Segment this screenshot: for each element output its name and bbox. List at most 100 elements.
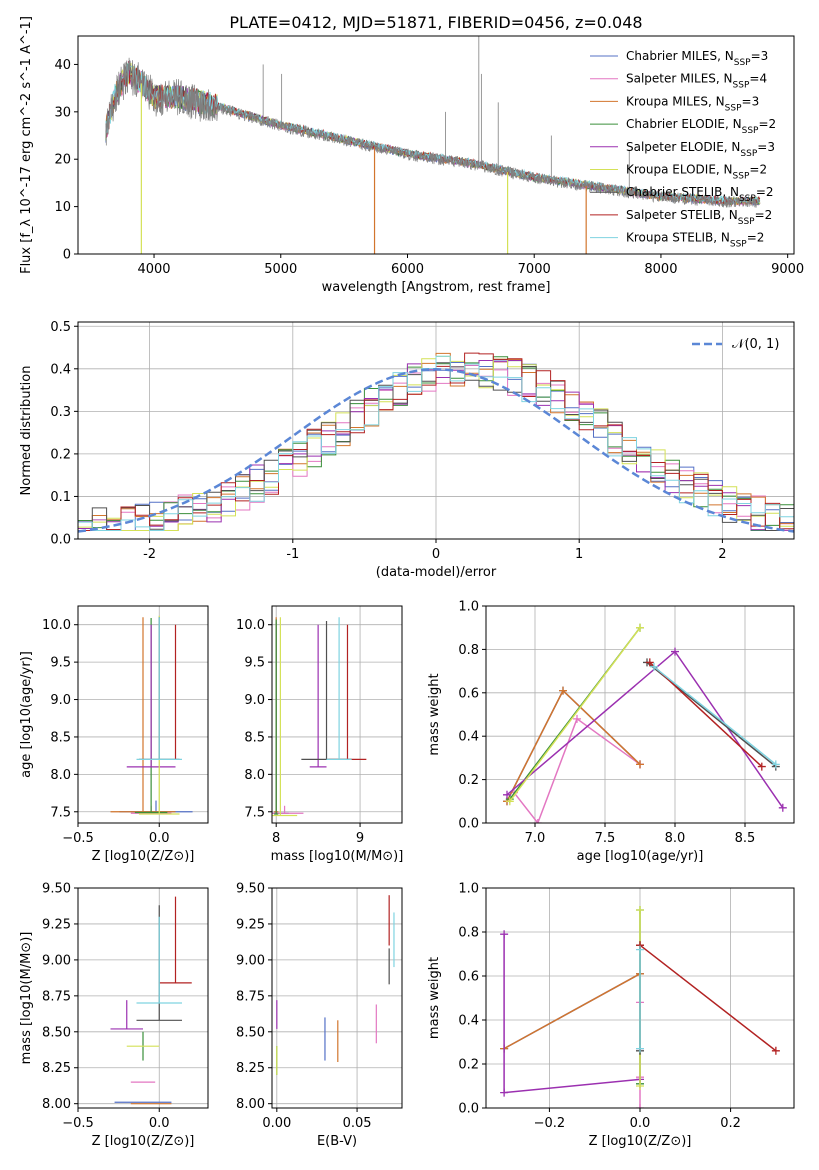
y-axis-label: mass weight: [427, 957, 442, 1039]
x-tick-label: −0.5: [62, 831, 94, 846]
mass-weight-marker: [505, 797, 514, 806]
y-tick-label: 9.50: [236, 882, 265, 897]
y-tick-label: 0.0: [458, 817, 479, 832]
y-tick-label: 0.4: [50, 362, 71, 377]
x-tick-label: 8.5: [735, 831, 756, 846]
y-tick-label: 0: [63, 248, 71, 263]
mass-weight-marker: [671, 647, 679, 656]
mass-weight-line: [503, 934, 641, 1094]
plot-area: [105, 36, 761, 254]
y-tick-label: 9.5: [50, 656, 71, 671]
x-tick-label: 6000: [391, 262, 424, 277]
x-axis-label: (data-model)/error: [376, 565, 497, 580]
legend-label: Kroupa ELODIE, NSSP=2: [626, 163, 767, 182]
gaussian-legend-label: 𝒩(0, 1): [732, 337, 779, 352]
residual-histogram: [78, 355, 794, 531]
x-tick-label: 8.0: [665, 831, 686, 846]
mass-weight-marker: [650, 662, 658, 671]
panel-residuals: -2 -1 0 1 2 0.0 0.1 0.2 0.3 0.4 0.5 (data-model)/er…: [19, 320, 795, 580]
y-tick-label: 9.50: [42, 882, 71, 897]
plot-area: [503, 623, 787, 823]
plot-area: [500, 906, 780, 1108]
mass-weight-marker: [636, 945, 644, 954]
y-tick-label: 0.0: [50, 533, 71, 548]
y-tick-label: 8.75: [42, 989, 71, 1004]
x-tick-label: -2: [143, 547, 156, 562]
spectrum-legend: Chabrier MILES, NSSP=3 Salpeter MILES, NS…: [590, 49, 776, 250]
grid: [272, 887, 402, 1108]
panel-spectrum: 4000 5000 6000 7000 8000 9000 0 10 20 30 40 wavelen…: [19, 16, 804, 295]
mass-weight-line: [506, 650, 784, 809]
plot-layer: 4000 5000 6000 7000 8000 9000010203040wavelen…: [19, 16, 804, 1149]
mass-weight-marker: [778, 803, 787, 812]
x-tick-label: 0.05: [343, 1116, 372, 1131]
mass-weight-marker: [771, 1046, 780, 1055]
x-tick-label: 1: [575, 547, 583, 562]
x-tick-label: 0.0: [630, 1116, 651, 1131]
x-tick-label: 8000: [644, 262, 677, 277]
x-tick-label: 0.0: [149, 831, 170, 846]
mass-weight-marker: [636, 1082, 644, 1090]
x-tick-label: 8: [272, 831, 280, 846]
y-axis-label: mass [log10(M/M⊙)]: [19, 932, 34, 1065]
panel-mass-vs-ebv: 0.00 0.05 8.00 8.25 8.50 8.75 9.00 9.25 9.50 E(B-…: [236, 882, 403, 1149]
grid: [486, 605, 794, 824]
axes-frame: [77, 35, 795, 255]
x-axis-label: wavelength [Angstrom, rest frame]: [322, 280, 551, 295]
x-axis-label: E(B-V): [317, 1134, 357, 1149]
mass-weight-marker: [500, 1088, 509, 1097]
y-tick-label: 8.5: [50, 730, 71, 745]
mass-weight-marker: [533, 819, 542, 823]
y-tick-label: 8.75: [236, 989, 265, 1004]
mass-weight-marker: [771, 760, 780, 769]
x-tick-label: 5000: [264, 262, 297, 277]
legend-label: Salpeter MILES, NSSP=4: [626, 72, 767, 91]
x-axis-label: Z [log10(Z/Z⊙)]: [589, 1134, 692, 1149]
plot-area: [110, 896, 192, 1105]
gaussian-curve: [78, 368, 794, 533]
y-tick-label: 10.0: [236, 618, 265, 633]
y-tick-label: 0.8: [458, 643, 479, 658]
y-tick-label: 0.1: [50, 490, 71, 505]
y-tick-label: 20: [54, 153, 71, 168]
mass-weight-line: [509, 627, 641, 802]
y-tick-label: 0.0: [458, 1102, 479, 1117]
y-axis-label: Normed distribution: [19, 366, 34, 496]
mass-weight-line: [513, 717, 641, 823]
x-tick-label: 7.0: [525, 831, 546, 846]
legend-label: Kroupa STELIB, NSSP=2: [626, 231, 764, 250]
legend-label: Salpeter ELODIE, NSSP=3: [626, 140, 775, 159]
y-tick-label: 0.4: [458, 1014, 479, 1029]
mass-weight-line: [639, 944, 777, 1052]
x-axis-label: mass [log10(M/M⊙)]: [271, 849, 404, 864]
grid: [77, 887, 208, 1108]
x-axis-label: Z [log10(Z/Z⊙)]: [92, 1134, 195, 1149]
y-tick-label: 0.5: [50, 320, 71, 335]
y-tick-label: 1.0: [458, 600, 479, 615]
mass-weight-marker: [636, 1044, 644, 1053]
mass-weight-marker: [503, 790, 511, 799]
y-tick-label: 0.2: [50, 447, 71, 462]
mass-weight-marker: [636, 760, 644, 769]
y-tick-label: 8.00: [236, 1097, 265, 1112]
y-tick-label: 1.0: [458, 882, 479, 897]
y-tick-label: 9.5: [244, 656, 265, 671]
observed-spectrum-line: [105, 57, 761, 208]
mass-weight-line: [653, 666, 777, 765]
y-tick-label: 0.3: [50, 405, 71, 420]
x-tick-label: −0.2: [534, 1116, 566, 1131]
panel-age-vs-Z: −0.5 0.0 7.5 8.0 8.5 9.0 9.5 10.0 Z [log10(Z/Z⊙)…: [19, 605, 209, 864]
axes-frame: [77, 605, 209, 824]
x-tick-label: -1: [286, 547, 299, 562]
y-tick-label: 40: [54, 58, 71, 73]
panel-age-vs-mass: 8 9 7.5 8.0 8.5 9.0 9.5 10.0 mass [log10(M/M⊙)]: [236, 605, 404, 864]
mass-weight-line: [506, 689, 641, 802]
mass-weight-marker: [636, 906, 644, 914]
y-tick-label: 0.2: [458, 1058, 479, 1073]
mass-weight-marker: [645, 658, 654, 667]
axes-frame: [485, 605, 795, 824]
y-tick-label: 8.0: [244, 768, 265, 783]
axes-frame: [485, 887, 795, 1109]
y-tick-label: 9.0: [50, 693, 71, 708]
